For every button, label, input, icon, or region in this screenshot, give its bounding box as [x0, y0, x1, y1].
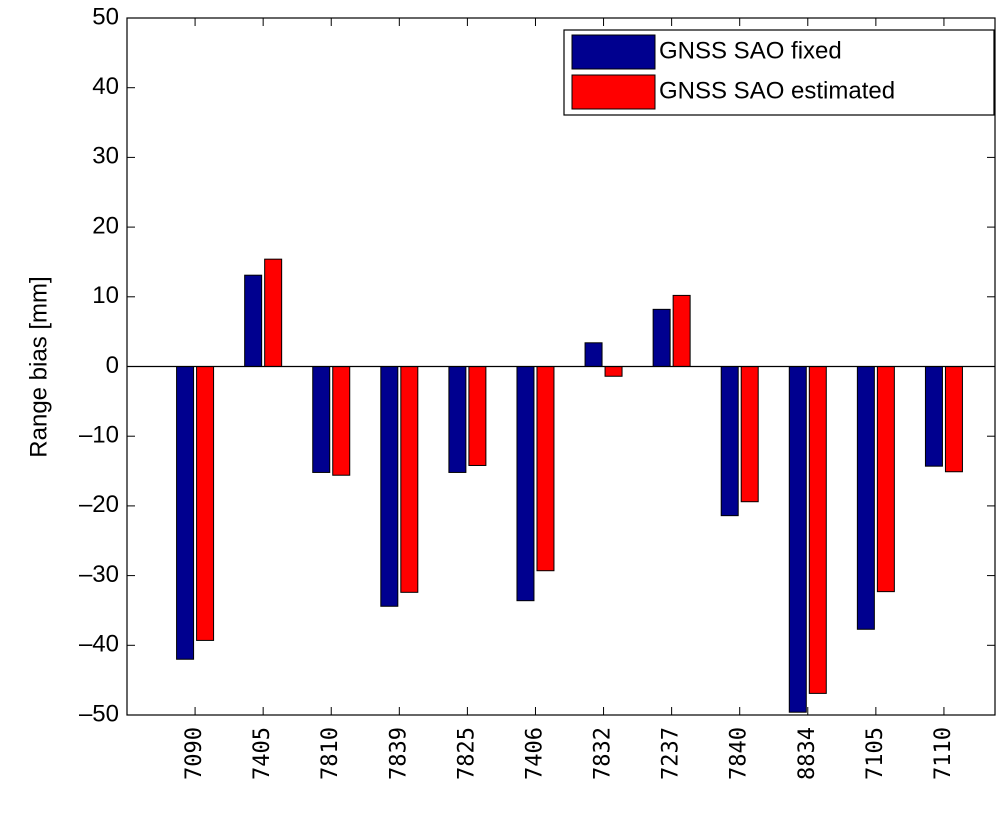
- bar: [380, 366, 399, 607]
- y-tick-label: 40: [92, 73, 119, 100]
- x-tick-label: 7839: [386, 727, 411, 780]
- y-tick-label: 20: [92, 212, 119, 239]
- bar: [720, 366, 739, 517]
- y-tick-label: 10: [92, 282, 119, 309]
- bar: [332, 366, 351, 476]
- bar: [448, 366, 467, 473]
- y-tick-label: –50: [79, 700, 119, 727]
- legend-swatch: [571, 34, 656, 70]
- x-tick-label: 7405: [250, 727, 275, 780]
- x-tick-label: 7105: [863, 727, 888, 780]
- bar: [584, 342, 603, 368]
- x-tick-label: 7840: [727, 727, 752, 780]
- y-tick-label: 30: [92, 143, 119, 170]
- legend-swatch: [571, 74, 656, 110]
- x-tick-label: 7090: [182, 727, 207, 780]
- bar: [196, 366, 215, 641]
- bar: [740, 366, 759, 503]
- bar: [312, 366, 331, 473]
- x-tick-label: 7825: [454, 727, 479, 780]
- y-tick-label: –10: [79, 422, 119, 449]
- bar: [176, 366, 195, 660]
- x-tick-label: 7406: [522, 727, 547, 780]
- y-tick-label: 50: [92, 3, 119, 30]
- bar: [264, 258, 283, 367]
- legend-label: GNSS SAO fixed: [659, 37, 842, 64]
- x-tick-label: 7237: [659, 727, 684, 780]
- bar: [924, 366, 943, 467]
- bar: [788, 366, 807, 713]
- x-tick-label: 8834: [795, 727, 820, 780]
- bar: [808, 366, 827, 694]
- bar: [468, 366, 487, 466]
- y-tick-label: –40: [79, 631, 119, 658]
- y-tick-label: –30: [79, 561, 119, 588]
- bar: [944, 366, 963, 473]
- y-tick-label: 0: [106, 352, 119, 379]
- legend-label: GNSS SAO estimated: [659, 77, 895, 104]
- bar: [244, 274, 263, 367]
- bar: [604, 366, 623, 377]
- x-tick-label: 7832: [591, 727, 616, 780]
- x-tick-label: 7810: [318, 727, 343, 780]
- y-tick-label: –20: [79, 491, 119, 518]
- bar: [672, 294, 691, 368]
- axes-box: [126, 17, 996, 716]
- bar: [536, 366, 555, 572]
- x-tick-label: 7110: [931, 727, 956, 780]
- bar: [400, 366, 419, 593]
- bar: [856, 366, 875, 630]
- y-axis-label: Range bias [mm]: [25, 276, 52, 457]
- bar: [876, 366, 895, 593]
- bar: [652, 308, 671, 368]
- bar: [516, 366, 535, 602]
